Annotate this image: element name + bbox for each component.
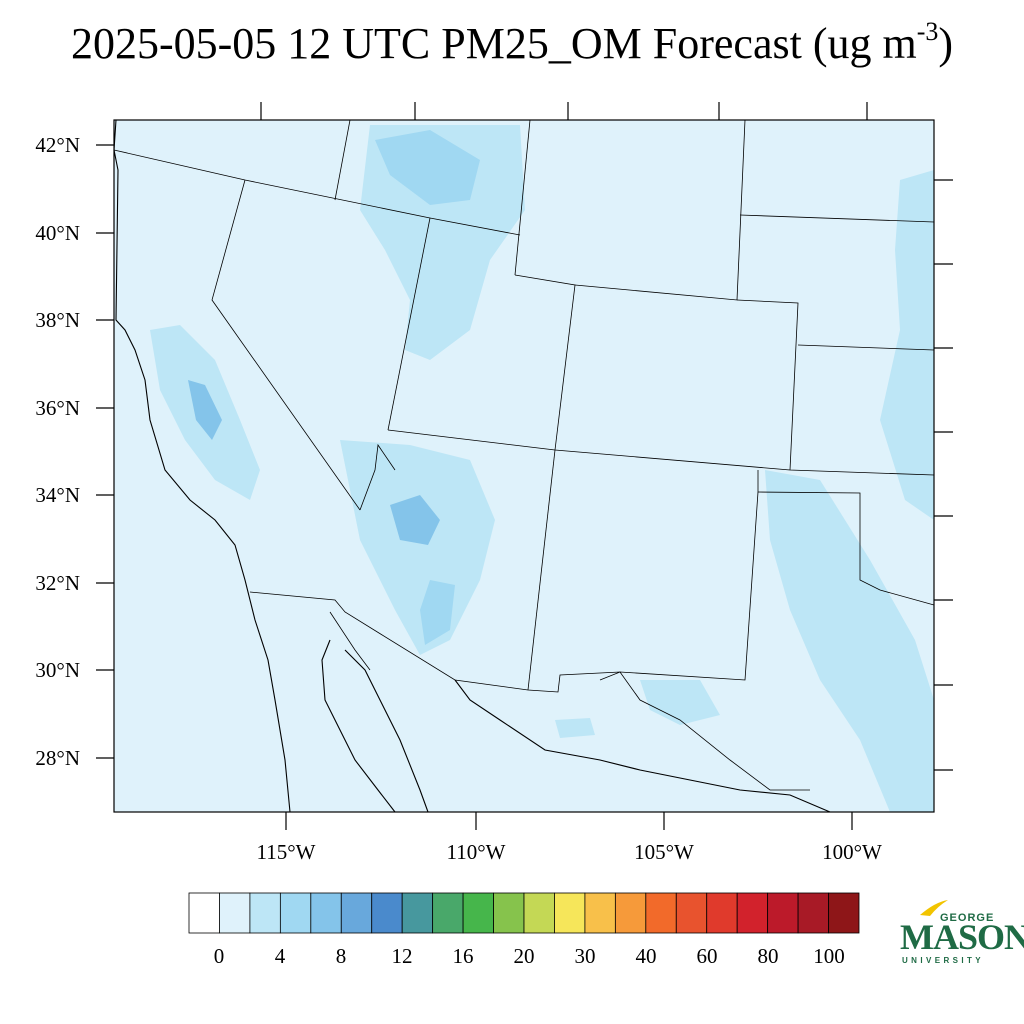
shade-nevada-utah: [360, 125, 525, 360]
colorbar-swatch-17: [706, 892, 738, 934]
shade-texas: [765, 470, 934, 812]
oregon-nevada-border: [113, 149, 521, 236]
lon-label-110: 110°W: [446, 840, 506, 864]
lon-label-105: 105°W: [634, 840, 694, 864]
colorbar-label-20: 20: [513, 944, 535, 968]
colorbar-swatch-1: [219, 892, 251, 934]
colorado-river: [359, 443, 396, 511]
us-mexico-border: [249, 591, 810, 791]
gmu-logo: GEORGE MASON UNIVERSITY: [896, 898, 1024, 970]
colorbar-swatch-10: [493, 892, 525, 934]
colorbar-swatch-8: [432, 892, 464, 934]
colorbar-swatch-13: [584, 892, 616, 934]
colorbar-label-80: 80: [757, 944, 779, 968]
colorbar-swatch-21: [828, 892, 860, 934]
newmexico-texas-border: [599, 491, 759, 681]
colorbar-swatch-3: [279, 892, 312, 934]
colorbar-swatch-7: [401, 892, 434, 934]
oklahoma-panhandle: [757, 470, 935, 606]
lat-label-34: 34°N: [35, 483, 80, 507]
arizona-utah-border: [387, 429, 935, 476]
lon-label-100: 100°W: [822, 840, 882, 864]
boundary-lines: [113, 119, 935, 813]
logo-george: GEORGE: [940, 912, 995, 924]
lat-label-30: 30°N: [35, 658, 80, 682]
colorbar-swatch-9: [462, 892, 494, 934]
idaho-border: [334, 119, 351, 201]
colorbar: [188, 892, 860, 934]
colorbar-swatch-2: [249, 892, 281, 934]
colorbar-swatch-4: [310, 892, 342, 934]
shade-mexico-north: [640, 680, 720, 725]
title-text: 2025-05-05 12 UTC PM25_OM Forecast (ug m: [70, 19, 917, 68]
colorbar-swatch-18: [736, 892, 769, 934]
colorbar-swatch-14: [614, 892, 647, 934]
colorbar-label-4: 4: [274, 944, 286, 968]
lat-label-28: 28°N: [35, 746, 80, 770]
map-frame: [113, 119, 935, 813]
colorado-east-border: [736, 299, 799, 471]
colorbar-swatch-11: [523, 892, 555, 934]
pacific-coastline: [113, 119, 291, 813]
colorbar-swatch-6: [371, 892, 403, 934]
nevada-utah-border: [387, 217, 431, 431]
title-suffix: ): [938, 19, 954, 68]
axis-ticks: [96, 102, 953, 830]
colorbar-swatch-15: [645, 892, 677, 934]
lat-label-40: 40°N: [35, 221, 80, 245]
colorbar-label-12: 12: [391, 944, 413, 968]
colorbar-label-0: 0: [213, 944, 225, 968]
colorbar-label-40: 40: [635, 944, 657, 968]
shade-arizona-south: [420, 580, 455, 645]
shade-sonora: [555, 718, 595, 738]
gulf-coast-mainland: [454, 679, 831, 813]
colorbar-label-16: 16: [452, 944, 474, 968]
logo-university: UNIVERSITY: [902, 956, 985, 965]
california-nevada-border: [211, 179, 361, 511]
colorbar-label-30: 30: [574, 944, 596, 968]
nebraska-kansas-border: [797, 344, 935, 351]
idaho-wyoming-border: [514, 119, 531, 276]
colorbar-swatch-16: [675, 892, 708, 934]
shade-plains: [880, 170, 934, 520]
colorbar-swatch-12: [554, 892, 586, 934]
colorbar-swatch-20: [797, 892, 829, 934]
lat-label-36: 36°N: [35, 396, 80, 420]
shade-arizona-core: [390, 495, 440, 545]
arizona-newmexico-border: [527, 449, 556, 691]
title-superscript: -3: [916, 17, 939, 46]
logo-swoosh-icon: [920, 900, 948, 916]
baja-coast-west-gulf: [344, 649, 429, 813]
colorbar-label-8: 8: [335, 944, 347, 968]
shade-california-core: [188, 380, 222, 440]
lat-label-42: 42°N: [35, 133, 80, 157]
lon-label-115: 115°W: [256, 840, 316, 864]
logo-mason: MASON: [900, 917, 1024, 957]
south-dakota-border: [739, 214, 935, 223]
shade-idaho: [375, 130, 480, 205]
lat-label-38: 38°N: [35, 308, 80, 332]
colorbar-swatch-0: [188, 892, 220, 934]
baja-coast-east: [321, 639, 396, 813]
colorbar-swatch-5: [340, 892, 373, 934]
colorbar-label-100: 100: [813, 944, 845, 968]
colorbar-swatch-19: [767, 892, 799, 934]
concentration-shading: [150, 125, 934, 812]
lat-label-32: 32°N: [35, 571, 80, 595]
colorbar-label-60: 60: [696, 944, 718, 968]
page-title: 2025-05-05 12 UTC PM25_OM Forecast (ug m…: [0, 18, 1024, 69]
sonora-gulf-border: [329, 611, 371, 671]
shade-arizona: [340, 440, 495, 655]
